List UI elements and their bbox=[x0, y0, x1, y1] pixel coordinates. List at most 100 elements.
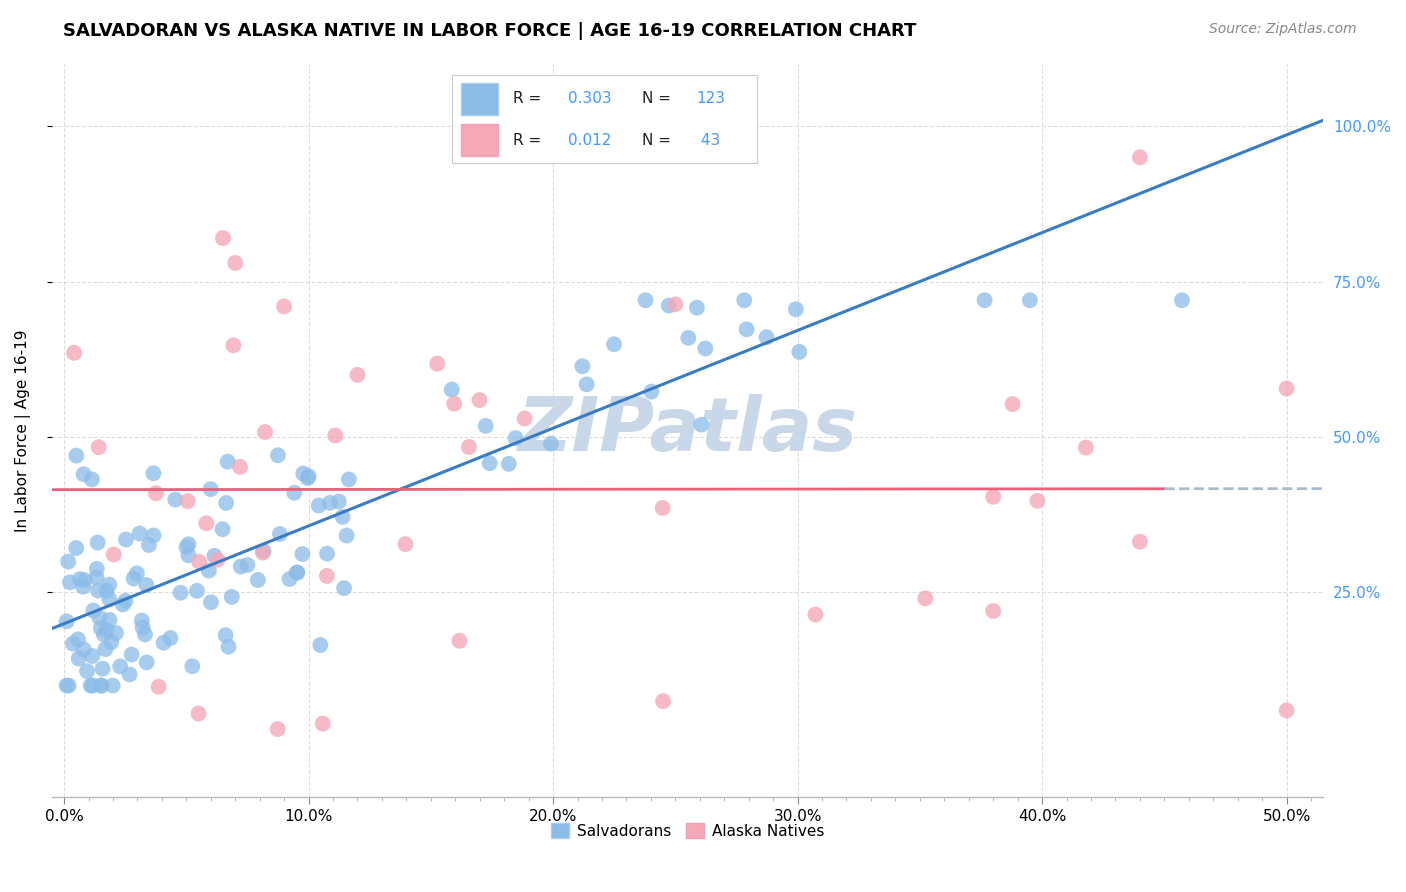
Point bbox=[200, 482, 222, 496]
Point bbox=[267, 448, 290, 462]
Point bbox=[217, 640, 239, 654]
Point bbox=[86, 570, 108, 584]
Point bbox=[200, 595, 222, 609]
Point bbox=[91, 662, 114, 676]
Point bbox=[309, 638, 332, 652]
Point bbox=[346, 368, 368, 382]
Point bbox=[474, 418, 496, 433]
Point bbox=[93, 627, 115, 641]
Point bbox=[297, 471, 319, 485]
Point bbox=[86, 562, 108, 576]
Point bbox=[222, 338, 245, 352]
Point bbox=[735, 322, 758, 336]
Point bbox=[58, 555, 80, 569]
Point bbox=[236, 558, 259, 572]
Point bbox=[55, 615, 77, 629]
Point bbox=[505, 431, 527, 445]
Point bbox=[1129, 534, 1152, 549]
Y-axis label: In Labor Force | Age 16-19: In Labor Force | Age 16-19 bbox=[15, 329, 31, 532]
Point bbox=[87, 440, 110, 454]
Point bbox=[198, 564, 221, 578]
Point bbox=[212, 231, 235, 245]
Point bbox=[195, 516, 218, 531]
Point bbox=[176, 540, 198, 554]
Point bbox=[186, 583, 208, 598]
Point bbox=[103, 548, 125, 562]
Point bbox=[108, 659, 131, 673]
Point bbox=[207, 552, 229, 566]
Point bbox=[1026, 493, 1049, 508]
Point bbox=[269, 527, 291, 541]
Point bbox=[131, 621, 153, 635]
Point bbox=[105, 626, 128, 640]
Point bbox=[333, 581, 356, 595]
Point bbox=[217, 455, 239, 469]
Point bbox=[63, 346, 86, 360]
Point bbox=[215, 496, 238, 510]
Point bbox=[678, 331, 700, 345]
Point bbox=[285, 566, 308, 580]
Point bbox=[755, 330, 778, 344]
Point bbox=[90, 678, 112, 692]
Point bbox=[229, 559, 252, 574]
Point bbox=[86, 535, 108, 549]
Point bbox=[145, 486, 167, 500]
Point bbox=[575, 377, 598, 392]
Point bbox=[981, 490, 1004, 504]
Point bbox=[785, 302, 807, 317]
Point bbox=[323, 428, 346, 442]
Point bbox=[1074, 441, 1097, 455]
Point bbox=[98, 613, 121, 627]
Point bbox=[159, 631, 181, 645]
Point bbox=[804, 607, 827, 622]
Point bbox=[690, 417, 713, 432]
Point bbox=[138, 538, 160, 552]
Point bbox=[142, 467, 165, 481]
Point bbox=[94, 642, 117, 657]
Point bbox=[135, 656, 157, 670]
Point bbox=[114, 593, 136, 607]
Point bbox=[443, 396, 465, 410]
Point bbox=[59, 575, 82, 590]
Text: ZIPatlas: ZIPatlas bbox=[517, 394, 858, 467]
Point bbox=[90, 621, 112, 635]
Point bbox=[98, 592, 121, 607]
Point bbox=[55, 679, 77, 693]
Point bbox=[914, 591, 936, 606]
Point bbox=[73, 642, 96, 657]
Point bbox=[224, 256, 246, 270]
Point bbox=[188, 555, 211, 569]
Point bbox=[62, 636, 84, 650]
Point bbox=[733, 293, 755, 308]
Point bbox=[67, 632, 90, 647]
Point bbox=[658, 299, 681, 313]
Point bbox=[498, 457, 520, 471]
Point bbox=[72, 467, 94, 482]
Point bbox=[394, 537, 416, 551]
Point bbox=[1275, 382, 1298, 396]
Point bbox=[181, 659, 204, 673]
Point bbox=[308, 499, 330, 513]
Point bbox=[148, 680, 170, 694]
Point bbox=[664, 297, 686, 311]
Point bbox=[82, 603, 104, 617]
Point bbox=[187, 706, 209, 721]
Point bbox=[122, 572, 145, 586]
Point bbox=[1171, 293, 1194, 308]
Text: SALVADORAN VS ALASKA NATIVE IN LABOR FORCE | AGE 16-19 CORRELATION CHART: SALVADORAN VS ALASKA NATIVE IN LABOR FOR… bbox=[63, 22, 917, 40]
Point bbox=[229, 459, 252, 474]
Point bbox=[65, 449, 87, 463]
Point bbox=[571, 359, 593, 374]
Point bbox=[1001, 397, 1024, 411]
Point bbox=[440, 383, 463, 397]
Point bbox=[278, 572, 301, 586]
Point bbox=[96, 624, 118, 638]
Point bbox=[82, 648, 104, 663]
Point bbox=[246, 573, 269, 587]
Point bbox=[652, 694, 675, 708]
Point bbox=[90, 679, 112, 693]
Point bbox=[152, 636, 174, 650]
Point bbox=[96, 583, 118, 598]
Point bbox=[177, 549, 200, 563]
Point bbox=[134, 627, 156, 641]
